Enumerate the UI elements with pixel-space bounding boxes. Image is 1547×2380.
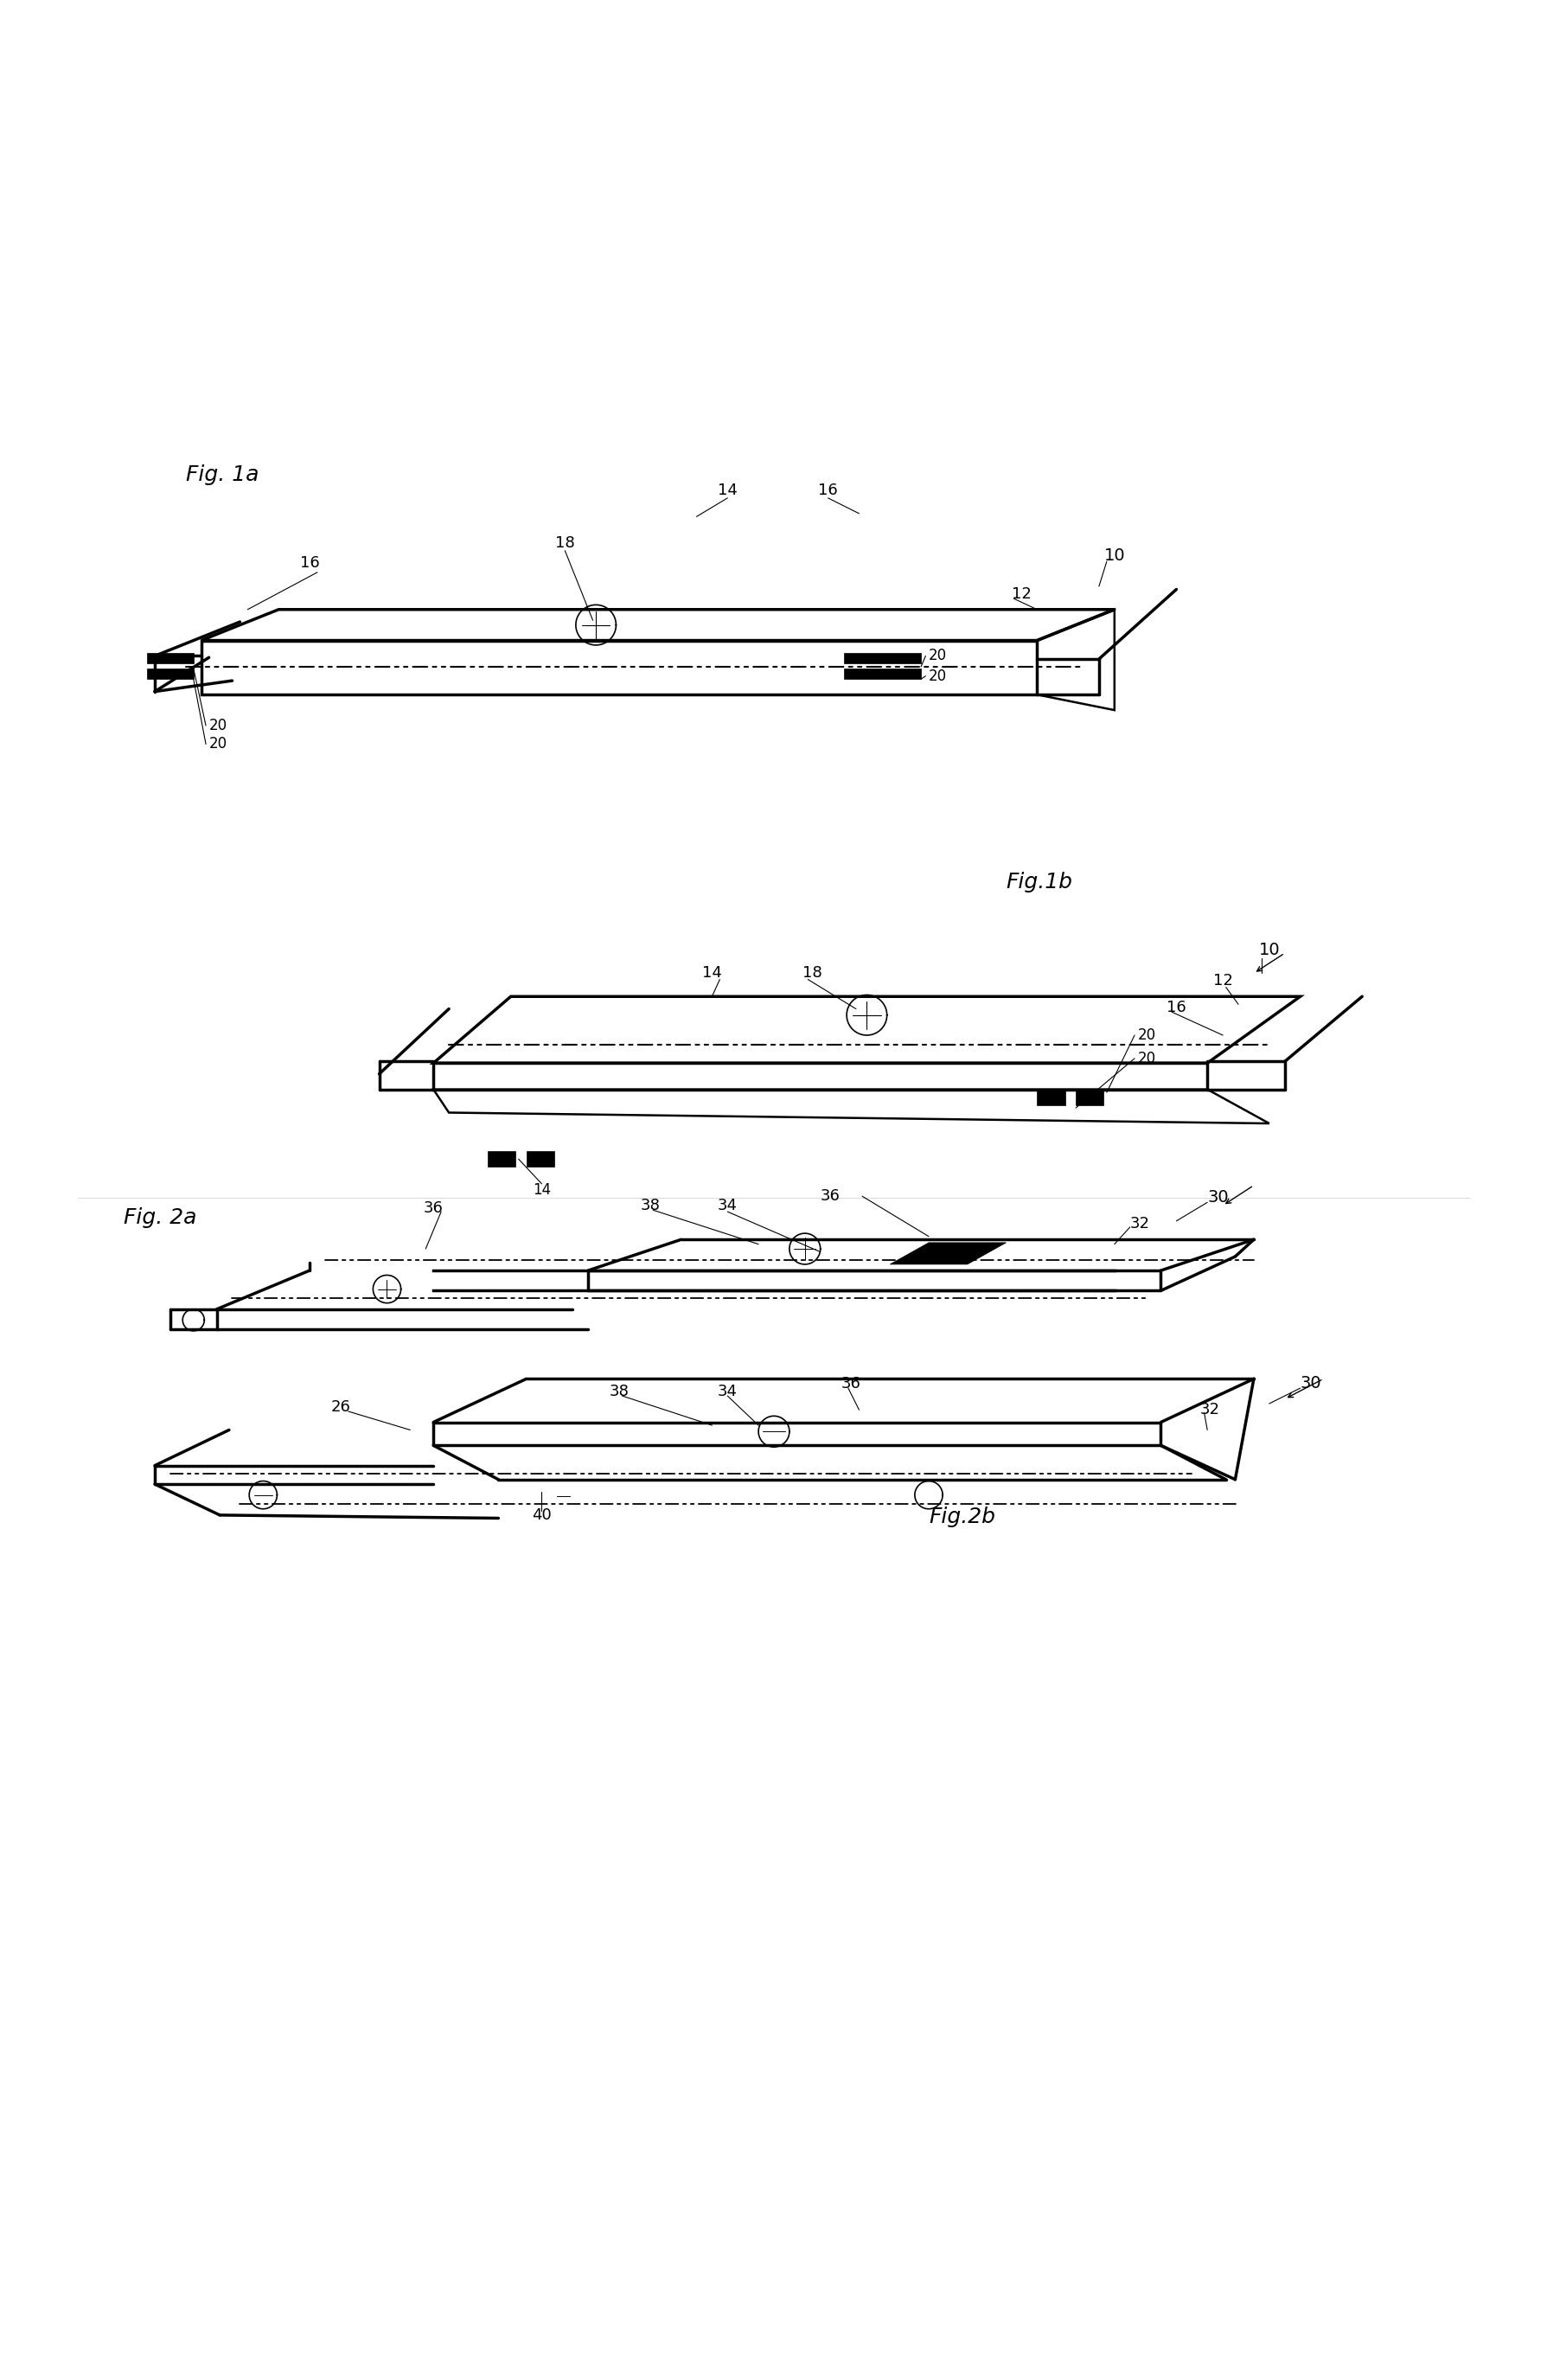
Text: Fig. 1a: Fig. 1a [186,464,258,486]
Polygon shape [843,652,920,664]
Text: 34: 34 [718,1383,736,1399]
Text: 16: 16 [300,555,319,571]
Polygon shape [1075,1090,1103,1104]
Text: 14: 14 [532,1183,551,1197]
Text: 14: 14 [702,966,721,981]
Polygon shape [1036,1090,1064,1104]
Text: 12: 12 [1213,973,1231,988]
Text: Fig.2b: Fig.2b [928,1507,995,1528]
Text: 18: 18 [803,966,821,981]
Text: 10: 10 [1103,547,1125,564]
Text: 38: 38 [640,1197,659,1214]
Text: 32: 32 [1129,1216,1149,1233]
Text: 18: 18 [555,536,574,550]
Text: 20: 20 [928,669,947,683]
Text: 16: 16 [1166,1000,1185,1016]
Text: 20: 20 [209,719,227,733]
Text: 30: 30 [1207,1190,1228,1207]
Polygon shape [147,669,193,678]
Text: 30: 30 [1299,1376,1321,1392]
Text: 36: 36 [842,1376,860,1392]
Text: Fig.1b: Fig.1b [1006,871,1072,892]
Text: 20: 20 [209,735,227,752]
Text: 20: 20 [928,647,947,664]
Text: 34: 34 [718,1197,736,1214]
Polygon shape [487,1152,515,1166]
Text: 40: 40 [532,1507,551,1523]
Text: 20: 20 [1137,1028,1156,1042]
Text: 14: 14 [718,483,736,497]
Text: 36: 36 [424,1202,442,1216]
Polygon shape [526,1152,554,1166]
Text: 36: 36 [820,1188,840,1204]
Text: 20: 20 [1137,1050,1156,1066]
Text: 16: 16 [818,483,837,497]
Text: 38: 38 [610,1383,628,1399]
Polygon shape [147,652,193,664]
Polygon shape [843,669,920,678]
Text: 32: 32 [1199,1402,1219,1418]
Polygon shape [890,1242,1006,1264]
Text: Fig. 2a: Fig. 2a [124,1207,196,1228]
Text: 12: 12 [1012,585,1030,602]
Text: 26: 26 [331,1399,350,1414]
Text: 10: 10 [1258,942,1279,959]
